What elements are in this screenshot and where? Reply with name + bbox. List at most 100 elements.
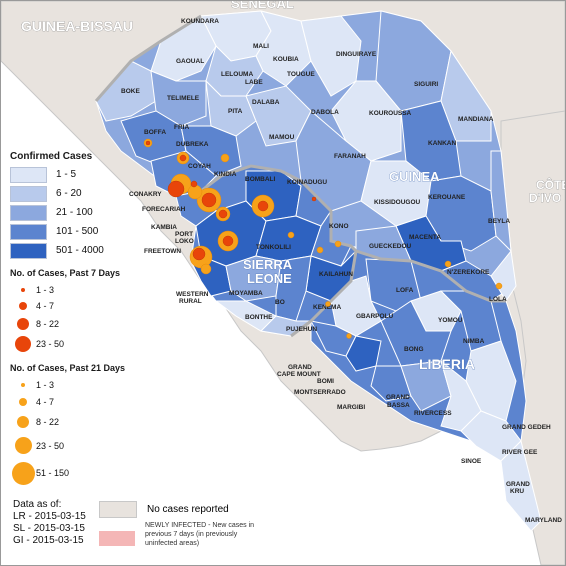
label-grand-bassa-1: GRAND xyxy=(386,394,410,401)
marker-21day xyxy=(346,333,352,339)
data-as-of: Data as of: LR - 2015-03-15 SL - 2015-03… xyxy=(13,499,86,547)
label-maryland: MARYLAND xyxy=(525,517,562,524)
district-lola xyxy=(490,249,517,302)
label-lofa: LOFA xyxy=(396,287,414,294)
label-montserrado: MONTSERRADO xyxy=(294,389,346,396)
label-boke: BOKE xyxy=(121,88,140,95)
label-yomou: YOMOU xyxy=(438,317,463,324)
legend-row: 21 - 100 xyxy=(10,203,104,222)
legend-row: 8 - 22 xyxy=(10,411,125,433)
marker-7day xyxy=(201,192,217,208)
label-kissidougou: KISSIDOUGOU xyxy=(374,199,421,206)
district-montserrado xyxy=(345,335,382,372)
legend-row: 6 - 20 xyxy=(10,184,104,203)
asof-title: Data as of: xyxy=(13,499,62,510)
swatch-101-500 xyxy=(10,223,47,240)
legend-range: 4 - 7 xyxy=(36,300,55,311)
marker-7day xyxy=(190,180,198,188)
label-forecariah: FORECARIAH xyxy=(142,206,186,213)
label-grand-cape-2: CAPE MOUNT xyxy=(277,371,321,378)
border-guinea-bissau xyxy=(94,14,202,102)
legend-row: 1 - 3 xyxy=(10,377,125,392)
label-mandiana: MANDIANA xyxy=(458,116,494,123)
label-grand-bassa-2: BASSA xyxy=(387,402,410,409)
marker-7day xyxy=(257,200,269,212)
label-koinadugu: KOINADUGU xyxy=(287,179,327,186)
legend-confirmed-title: Confirmed Cases xyxy=(10,151,93,162)
label-conakry: CONAKRY xyxy=(129,191,162,198)
label-bomi: BOMI xyxy=(317,378,334,385)
marker-7day xyxy=(218,209,228,219)
district-faranah xyxy=(295,110,372,212)
marker-21day xyxy=(200,263,212,275)
country-sierra-leone-2: LEONE xyxy=(247,271,292,286)
district-maryland xyxy=(500,440,542,532)
label-dabola: DABOLA xyxy=(311,109,339,116)
label-grand-cape-1: GRAND xyxy=(288,364,312,371)
label-dubreka: DUBREKA xyxy=(176,141,209,148)
label-dinguiraye: DINGUIRAYE xyxy=(336,51,377,58)
swatch-no-cases xyxy=(99,501,137,518)
legend-confirmed: Confirmed Cases 1 - 5 6 - 20 21 - 100 10… xyxy=(10,151,104,260)
label-kambia: KAMBIA xyxy=(151,224,177,231)
legend-newly-infected: NEWLY INFECTED - New cases in previous 7… xyxy=(99,521,265,548)
legend-past21: No. of Cases, Past 21 Days 1 - 3 4 - 7 8… xyxy=(10,363,125,488)
label-pujehun: PUJEHUN xyxy=(286,326,317,333)
legend-row: 8 - 22 xyxy=(10,314,120,333)
country-senegal: SENEGAL xyxy=(231,1,294,11)
legend-row: 501 - 4000 xyxy=(10,241,104,260)
marker-7day xyxy=(222,235,234,247)
border-liberia-guinea xyxy=(355,249,506,303)
label-faranah: FARANAH xyxy=(334,153,366,160)
marker-7day xyxy=(167,180,185,198)
label-nimba: NIMBA xyxy=(463,338,485,345)
country-guinea: GUINEA xyxy=(389,169,440,184)
legend-row: 23 - 50 xyxy=(10,433,125,458)
label-kenema: KENEMA xyxy=(313,304,341,311)
label-dalaba: DALABA xyxy=(252,99,280,106)
label-freetown: FREETOWN xyxy=(144,248,181,255)
dot-21day-2 xyxy=(19,397,27,406)
label-bo: BO xyxy=(275,299,285,306)
dot-21day-5 xyxy=(11,461,35,485)
label-margibi: MARGIBI xyxy=(337,404,365,411)
legend-range: 6 - 20 xyxy=(56,188,82,199)
country-cote-1: CÔTE xyxy=(536,177,565,192)
marker-21day xyxy=(495,282,503,290)
label-mamou: MAMOU xyxy=(269,134,295,141)
label-tougue: TOUGUE xyxy=(287,71,315,78)
label-siguiri: SIGUIRI xyxy=(414,81,438,88)
label-port-loko-1: PORT xyxy=(175,231,193,238)
label-beyla: BEYLA xyxy=(488,218,510,225)
legend-range: 23 - 50 xyxy=(36,338,65,349)
legend-range: 1 - 3 xyxy=(36,379,55,390)
label-kailahun: KAILAHUN xyxy=(319,271,353,278)
marker-21day xyxy=(316,246,324,254)
label-grand-kru-1: GRAND xyxy=(506,481,530,488)
dot-21day-4 xyxy=(14,437,32,454)
legend-no-cases: No cases reported xyxy=(99,501,229,518)
legend-range: 1 - 3 xyxy=(36,284,55,295)
label-fria: FRIA xyxy=(174,124,189,131)
marker-21day xyxy=(287,231,295,239)
label-bong: BONG xyxy=(404,346,424,353)
country-guinea-bissau: GUINEA-BISSAU xyxy=(21,18,133,34)
label-kankan: KANKAN xyxy=(428,140,456,147)
dot-7day-1 xyxy=(21,287,25,292)
newly-infected-label: NEWLY INFECTED - New cases in previous 7… xyxy=(145,522,255,547)
label-tonkolili: TONKOLILI xyxy=(256,244,291,251)
legend-range: 8 - 22 xyxy=(36,318,60,329)
district-rivercess xyxy=(400,360,452,412)
swatch-newly-infected xyxy=(99,531,135,546)
label-koundara: KOUNDARA xyxy=(181,18,219,25)
legend-range: 501 - 4000 xyxy=(56,245,104,256)
legend-range: 23 - 50 xyxy=(36,440,65,451)
swatch-501-4000 xyxy=(10,242,47,259)
country-sierra-leone-1: SIERRA xyxy=(243,257,293,272)
label-boffa: BOFFA xyxy=(144,129,166,136)
label-mali: MALI xyxy=(253,43,269,50)
legend-range: 8 - 22 xyxy=(36,417,60,427)
marker-7day xyxy=(145,140,151,146)
legend-range: 1 - 5 xyxy=(56,169,77,180)
